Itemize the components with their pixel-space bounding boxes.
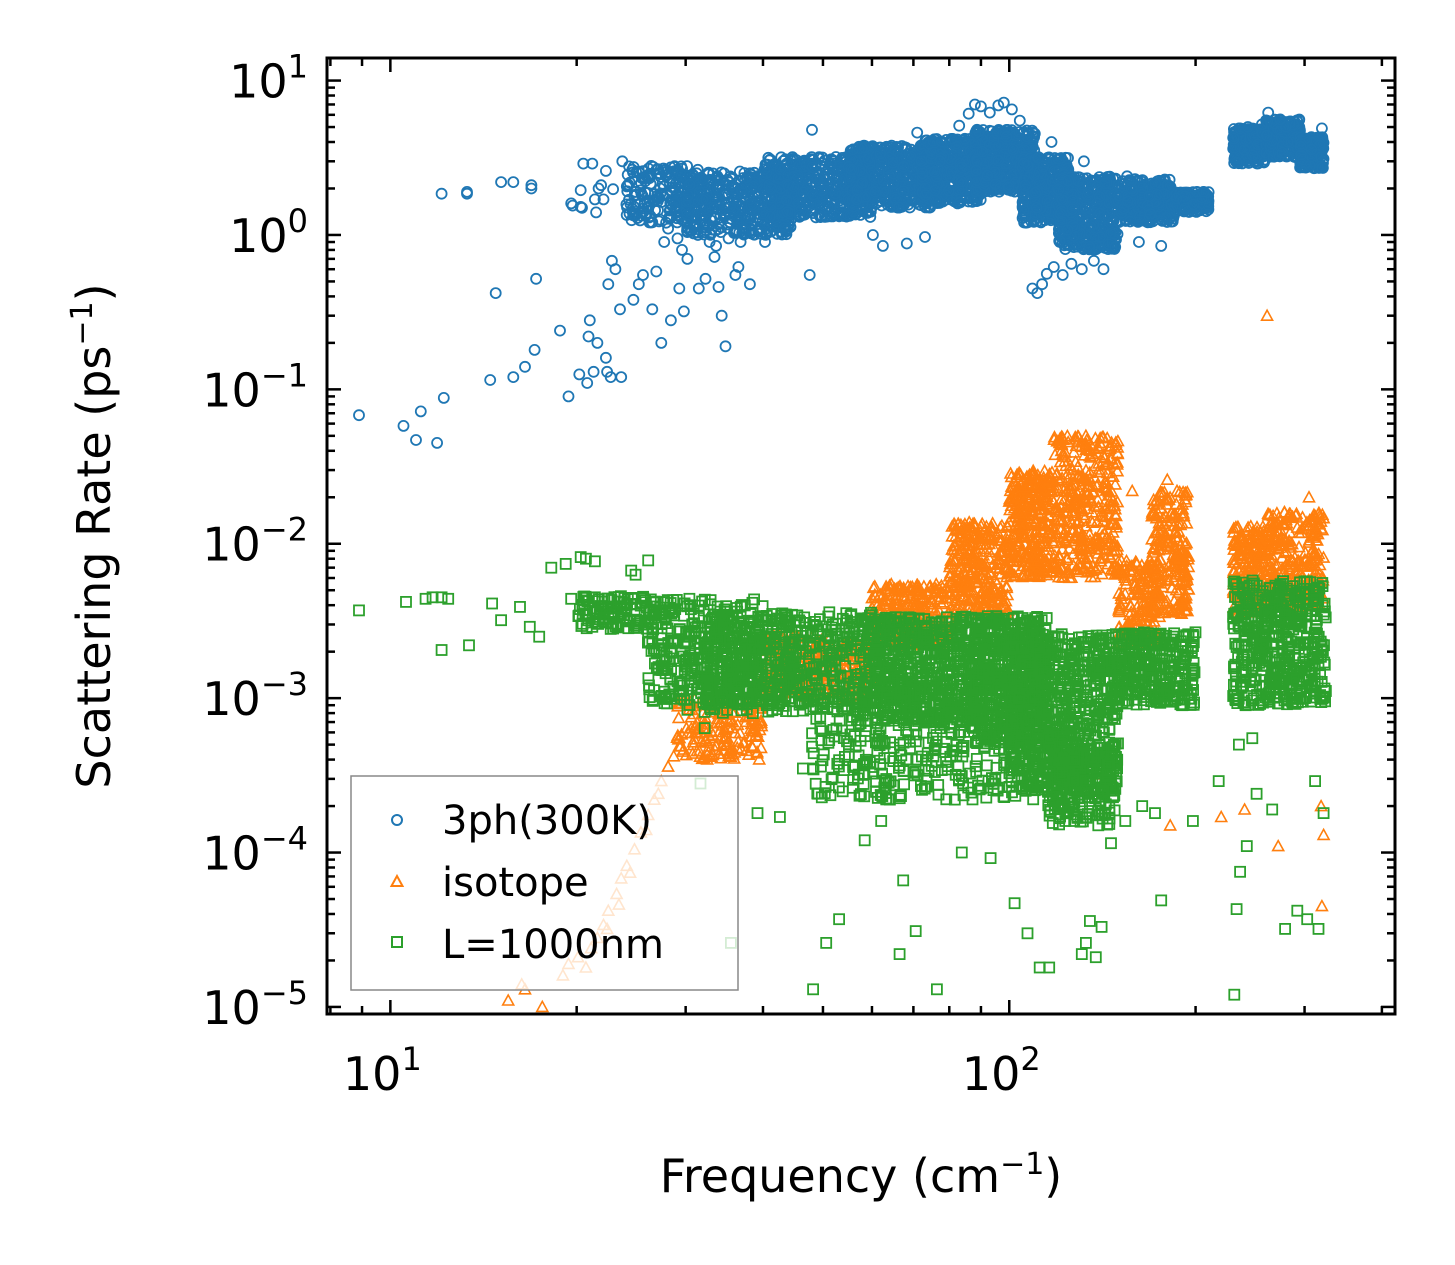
point-3ph [748, 166, 761, 179]
data-points-layer [353, 96, 1332, 1013]
point-3ph [660, 163, 672, 176]
point-3ph [806, 161, 819, 174]
point-3ph [665, 184, 678, 197]
point-3ph [828, 208, 840, 220]
point-3ph [757, 207, 770, 220]
point-3ph [682, 195, 695, 208]
point-3ph [715, 195, 728, 208]
point-3ph [785, 154, 797, 167]
point-3ph [765, 182, 778, 195]
point-3ph [637, 165, 649, 178]
point-3ph [793, 209, 806, 222]
point-3ph [735, 183, 748, 196]
point-3ph [649, 204, 661, 217]
point-3ph [676, 162, 688, 175]
point-3ph [774, 178, 787, 191]
point-3ph [800, 164, 812, 176]
point-3ph [725, 179, 738, 192]
point-3ph [783, 204, 796, 217]
point-3ph [780, 193, 793, 206]
point-3ph [821, 201, 834, 214]
point-3ph [812, 152, 825, 165]
point-3ph [776, 228, 788, 241]
point-3ph [781, 206, 794, 219]
point-3ph [797, 186, 810, 199]
point-3ph [790, 173, 803, 186]
point-3ph [713, 179, 725, 192]
point-3ph [818, 198, 831, 211]
point-3ph [654, 213, 666, 226]
point-3ph [745, 199, 758, 212]
point-3ph [746, 224, 758, 237]
point-3ph [829, 187, 842, 200]
point-3ph [847, 205, 860, 218]
point-3ph [704, 228, 717, 241]
point-3ph [834, 201, 846, 214]
point-3ph [625, 214, 638, 227]
point-3ph [814, 172, 827, 185]
point-3ph [781, 178, 793, 191]
point-3ph [779, 153, 792, 166]
point-3ph [814, 210, 827, 223]
point-3ph [765, 199, 777, 211]
point-3ph [714, 226, 727, 239]
point-3ph [816, 191, 829, 204]
point-3ph [705, 214, 718, 227]
point-3ph [830, 172, 843, 185]
point-3ph [782, 180, 795, 193]
point-3ph [734, 199, 746, 212]
point-3ph [825, 158, 837, 171]
point-3ph [683, 178, 696, 191]
point-3ph [822, 172, 834, 185]
point-3ph [772, 172, 785, 185]
point-3ph [696, 193, 709, 206]
point-3ph [787, 170, 800, 183]
point-3ph [807, 154, 820, 166]
point-3ph [695, 192, 708, 205]
point-3ph [693, 185, 706, 198]
point-3ph [792, 196, 805, 209]
point-3ph [627, 161, 640, 173]
point-3ph [636, 189, 649, 202]
point-3ph [798, 208, 811, 221]
point-3ph [668, 161, 681, 173]
point-3ph [699, 202, 712, 215]
point-3ph [682, 189, 694, 202]
point-3ph [822, 161, 835, 174]
point-3ph [623, 176, 636, 189]
point-3ph [627, 200, 640, 213]
point-3ph [621, 201, 633, 214]
point-3ph [774, 163, 787, 176]
point-3ph [637, 172, 650, 185]
point-3ph [733, 215, 745, 228]
point-3ph [758, 163, 771, 176]
point-3ph [764, 210, 776, 223]
point-3ph [815, 184, 828, 197]
point-3ph [621, 168, 634, 181]
